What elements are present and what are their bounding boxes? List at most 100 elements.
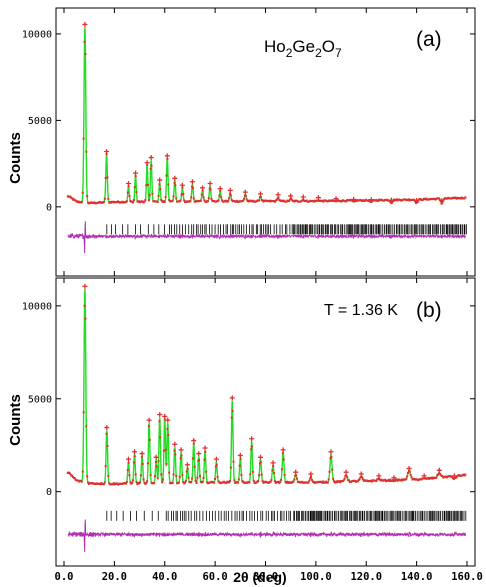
observed-peak-marker — [280, 447, 286, 453]
observed-point — [132, 199, 135, 202]
observed-peak-marker — [125, 456, 131, 462]
observed-peak-marker — [184, 462, 190, 468]
observed-point — [184, 481, 187, 484]
observed-point — [277, 196, 280, 199]
observed-point — [168, 471, 171, 474]
observed-point — [345, 200, 348, 203]
observed-peak-marker — [191, 438, 197, 444]
observed-point — [260, 473, 263, 476]
observed-peak-marker — [315, 195, 321, 201]
observed-point — [100, 481, 103, 484]
observed-peak-marker — [288, 193, 294, 199]
observed-point — [288, 198, 291, 201]
observed-point — [185, 470, 188, 473]
chemical-formula: Ho2Ge2O7 — [264, 37, 342, 60]
observed-point — [392, 478, 395, 481]
observed-point — [138, 200, 141, 203]
observed-point — [81, 470, 84, 473]
observed-point — [193, 465, 196, 468]
observed-peak-marker — [153, 454, 159, 460]
observed-point — [179, 457, 182, 460]
observed-peak-marker — [368, 197, 374, 203]
observed-peak-marker — [406, 465, 412, 471]
observed-point — [158, 183, 161, 186]
observed-point — [199, 475, 202, 478]
observed-point — [192, 442, 195, 445]
observed-point — [128, 474, 131, 477]
observed-point — [248, 481, 251, 484]
observed-point — [396, 479, 399, 482]
observed-point — [455, 476, 458, 479]
observed-point — [207, 197, 210, 200]
observed-peak-marker — [157, 177, 163, 183]
observed-point — [272, 465, 275, 468]
observed-point — [103, 197, 106, 200]
observed-point — [134, 175, 137, 178]
observed-point — [322, 480, 325, 483]
observed-peak-marker — [179, 182, 185, 188]
observed-point — [84, 317, 87, 320]
observed-point — [196, 476, 199, 479]
observed-point — [145, 184, 148, 187]
formula-subscript-1: 2 — [286, 46, 293, 60]
observed-peak-marker — [196, 451, 202, 457]
observed-point — [377, 199, 380, 202]
observed-point — [464, 473, 467, 476]
observed-point — [435, 476, 438, 479]
y-axis-label: Counts — [7, 132, 24, 184]
observed-point — [342, 479, 345, 482]
observed-point — [140, 456, 143, 459]
observed-point — [139, 474, 142, 477]
observed-point — [329, 457, 332, 460]
observed-peak-marker — [164, 153, 170, 159]
observed-point — [357, 479, 360, 482]
formula-element-3: O — [322, 37, 335, 56]
observed-point — [282, 458, 285, 461]
observed-point — [175, 475, 178, 478]
observed-point — [228, 481, 231, 484]
observed-point — [407, 472, 410, 475]
observed-point — [191, 185, 194, 188]
observed-peak-marker — [293, 469, 299, 475]
observed-point — [410, 476, 413, 479]
x-tick-label: 120.0 — [350, 571, 382, 583]
observed-point — [228, 197, 231, 200]
observed-point — [270, 479, 273, 482]
observed-point — [464, 196, 467, 199]
observed-point — [182, 481, 185, 484]
observed-peak-marker — [82, 283, 88, 289]
observed-point — [165, 174, 168, 177]
observed-peak-marker — [178, 447, 184, 453]
difference-curve — [67, 221, 467, 254]
observed-point — [328, 470, 331, 473]
observed-peak-marker — [388, 197, 394, 203]
observed-point — [147, 425, 150, 428]
observed-point — [202, 196, 205, 199]
observed-point — [85, 150, 88, 153]
observed-point — [180, 454, 183, 457]
observed-point — [178, 476, 181, 479]
observed-peak-marker — [202, 445, 208, 451]
observed-point — [190, 196, 193, 199]
observed-point — [136, 483, 139, 486]
observed-point — [288, 200, 291, 203]
observed-point — [307, 481, 310, 484]
observed-point — [358, 478, 361, 481]
observed-point — [281, 452, 284, 455]
observed-point — [166, 428, 169, 431]
observed-point — [330, 455, 333, 458]
observed-point — [409, 473, 412, 476]
observed-point — [231, 409, 234, 412]
observed-point — [259, 460, 262, 463]
observed-point — [292, 480, 295, 483]
observed-point — [242, 199, 245, 202]
observed-peak-marker — [189, 179, 195, 185]
observed-point — [87, 481, 90, 484]
observed-point — [80, 201, 83, 204]
calculated-profile-line — [67, 289, 466, 485]
observed-point — [71, 197, 74, 200]
observed-point — [420, 478, 423, 481]
observed-point — [407, 198, 410, 201]
observed-point — [167, 183, 170, 186]
observed-point — [112, 482, 115, 485]
